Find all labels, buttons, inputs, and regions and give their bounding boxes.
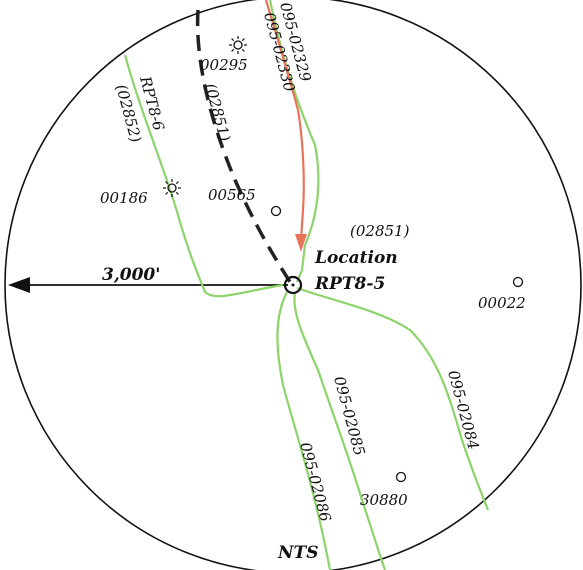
line-label-095-02086: 095-02086 — [296, 440, 335, 524]
nts-label: NTS — [277, 543, 318, 563]
well-label-30880: 30880 — [360, 491, 408, 509]
location-marker-dot — [291, 283, 295, 287]
well-path-095-02085 — [293, 291, 387, 570]
well-path-rpt8-6 — [123, 54, 284, 298]
sun-icon — [163, 179, 181, 197]
well-path-095-02330 — [264, 0, 305, 241]
sun-icon — [229, 36, 247, 54]
radius-circle — [4, 0, 582, 570]
center-location-label: Location — [314, 248, 398, 268]
well-path-095-02086 — [276, 291, 332, 570]
well-label-00295: 00295 — [200, 56, 248, 74]
center-name-label: RPT8-5 — [314, 274, 385, 294]
radius-arrowhead — [8, 277, 30, 293]
line-label-02851: (02851) — [201, 81, 234, 143]
well-label-00565: 00565 — [208, 186, 256, 204]
planned-arrowhead — [295, 234, 307, 252]
center-code-label: (02851) — [350, 222, 410, 240]
location-marker — [283, 275, 303, 295]
well-path-095-02084 — [296, 286, 490, 511]
well-circle-icon — [512, 276, 524, 288]
well-label-00186: 00186 — [100, 189, 148, 207]
well-label-00022: 00022 — [478, 294, 526, 312]
line-label-095-02084: 095-02084 — [444, 368, 482, 451]
radius-label: 3,000' — [102, 265, 160, 285]
line-label-095-02085: 095-02085 — [330, 374, 368, 457]
well-path-02851-dashed — [195, 9, 292, 283]
well-circle-icon — [270, 205, 282, 217]
well-circle-icon — [395, 471, 407, 483]
